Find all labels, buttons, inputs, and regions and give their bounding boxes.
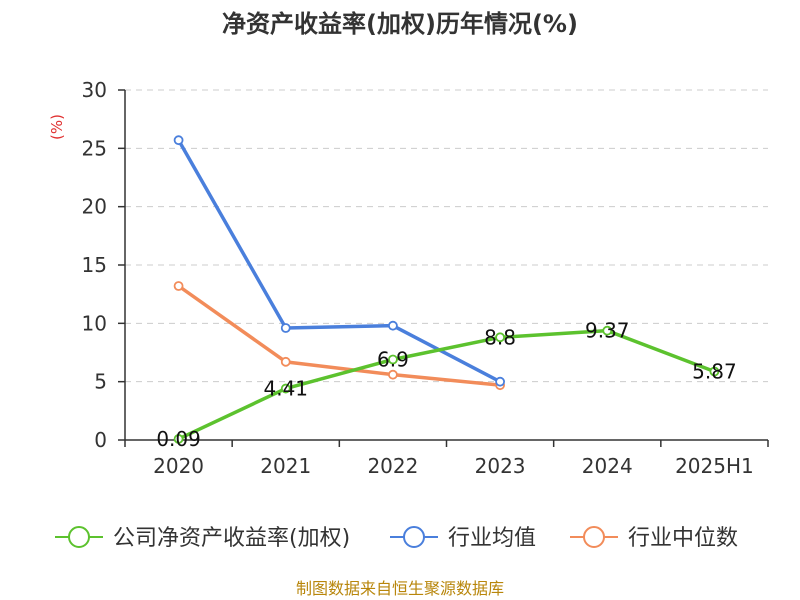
data-point <box>173 135 184 146</box>
series-line-2 <box>176 284 502 387</box>
data-point <box>280 323 291 333</box>
data-point <box>388 320 398 331</box>
data-label: 9.37 <box>585 319 630 343</box>
data-point <box>388 354 398 365</box>
x-tick-label: 2021 <box>260 454 311 478</box>
chart-title: 净资产收益率(加权)历年情况(%) <box>222 10 578 38</box>
legend-label: 行业均值 <box>448 526 536 551</box>
data-label: 8.8 <box>484 325 516 349</box>
y-axis-unit: (%) <box>48 114 66 140</box>
axes: 0 5 10 15 20 25 30 2020 2021 2022 2023 2024 2025H1 <box>82 78 769 478</box>
legend: 公司净资产收益率(加权) 行业均值 行业中位数 <box>55 526 738 551</box>
plot-area: 0.09 4.41 6.9 8.8 9.37 5.87 <box>156 135 737 451</box>
data-point <box>709 366 720 377</box>
data-point <box>280 356 291 367</box>
y-tick-label: 25 <box>82 136 107 160</box>
y-tick-label: 20 <box>82 195 107 219</box>
series-line-1 <box>176 138 502 384</box>
data-point <box>495 376 505 387</box>
data-point <box>173 434 184 444</box>
legend-swatch-marker <box>68 526 90 548</box>
x-tick-label: 2020 <box>153 454 204 478</box>
data-point <box>388 369 398 380</box>
grid-lines <box>125 89 768 383</box>
legend-swatch-marker <box>583 526 605 548</box>
y-tick-label: 15 <box>82 253 107 277</box>
series-line-0 <box>176 328 717 441</box>
legend-swatch-marker <box>403 526 425 548</box>
data-point <box>495 332 505 343</box>
x-tick-label: 2022 <box>367 454 418 478</box>
data-label: 5.87 <box>692 360 737 384</box>
data-point <box>602 325 613 336</box>
y-tick-label: 5 <box>94 370 107 394</box>
x-tick-label: 2023 <box>475 454 526 478</box>
data-label: 6.9 <box>377 348 409 372</box>
source-note: 制图数据来自恒生聚源数据库 <box>296 579 504 598</box>
legend-label: 行业中位数 <box>628 526 738 551</box>
x-tick-label: 2024 <box>582 454 633 478</box>
y-tick-label: 10 <box>82 311 107 335</box>
data-point <box>280 383 291 394</box>
y-tick-label: 0 <box>94 428 107 452</box>
data-point <box>173 281 184 291</box>
x-tick-label: 2025H1 <box>675 454 754 478</box>
data-label: 0.09 <box>156 427 201 451</box>
legend-label: 公司净资产收益率(加权) <box>113 526 350 551</box>
data-label: 4.41 <box>263 377 308 401</box>
y-tick-label: 30 <box>82 78 107 102</box>
